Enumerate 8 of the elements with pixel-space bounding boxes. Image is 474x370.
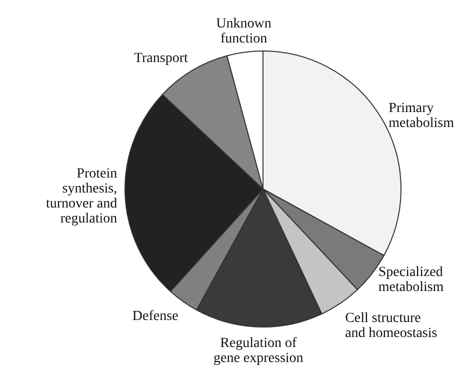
slice-label: Regulation of gene expression [214,336,304,366]
slice-label: Cell structure and homeostasis [345,310,438,341]
slice-label: Specialized metabolism [378,264,444,295]
slice-label: Protein synthesis, turnover and regulation [46,166,118,226]
slice-label: Unknown function [216,16,272,46]
slice-label: Primary metabolism [388,101,454,132]
slice-label: Defense [132,308,178,324]
slice-label: Transport [134,50,188,66]
